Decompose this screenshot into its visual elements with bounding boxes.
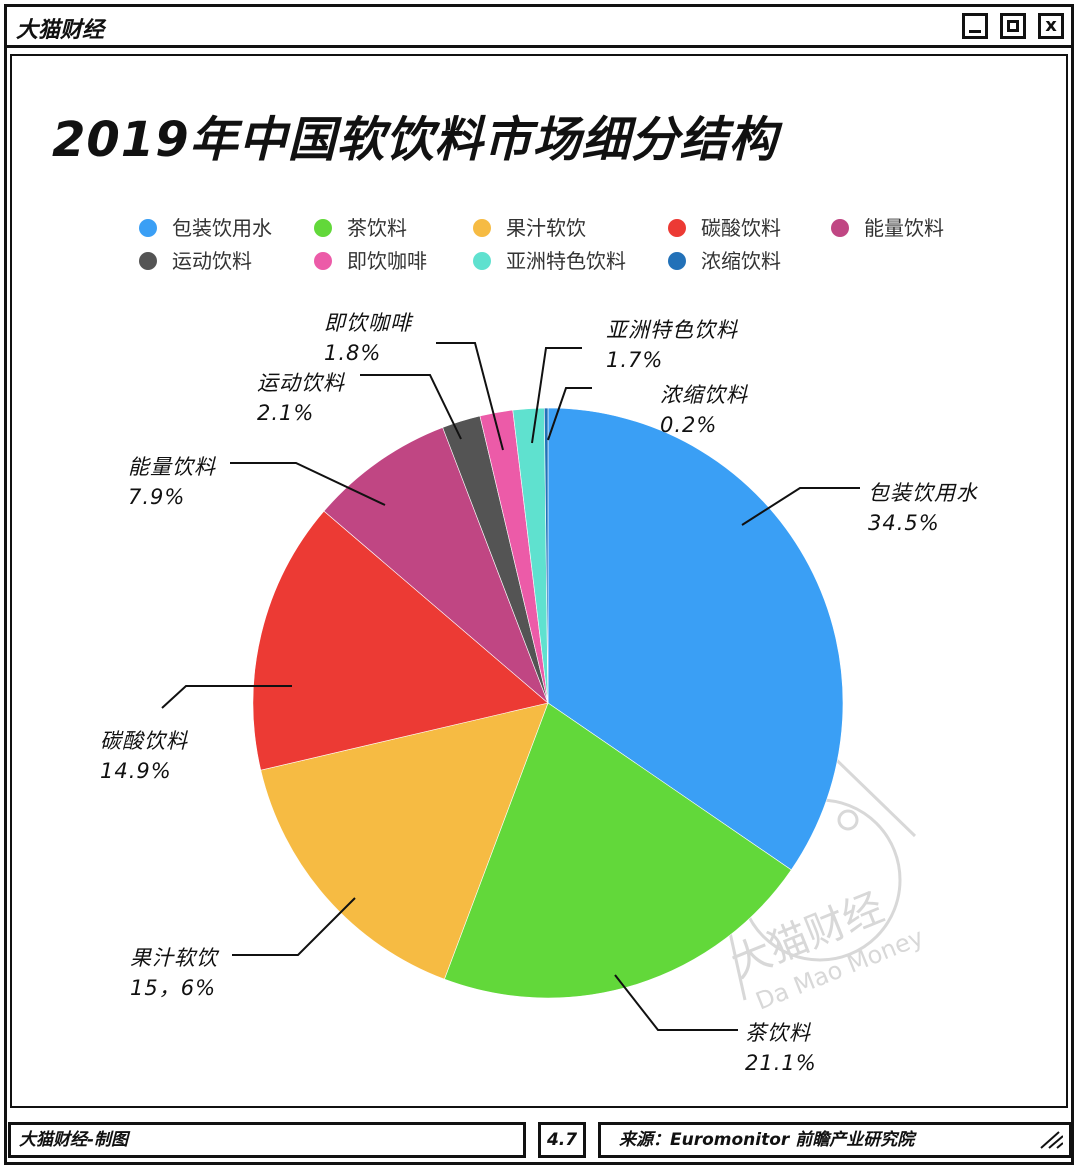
- callout-name: 运动饮料: [257, 371, 345, 395]
- app-title: 大猫财经: [16, 18, 105, 43]
- callout-name: 包装饮用水: [868, 481, 978, 505]
- callout-name: 能量饮料: [128, 455, 216, 479]
- callout-value: 15，6%: [130, 976, 216, 1000]
- chart-title: 2019年中国软饮料市场细分结构: [52, 112, 778, 168]
- callout-line: [161, 685, 292, 709]
- callout: 浓缩饮料 0.2%: [547, 383, 748, 441]
- pie-slice: [444, 702, 792, 999]
- callout: 茶饮料 21.1%: [614, 974, 817, 1075]
- legend-swatch: [314, 252, 332, 270]
- legend-swatch: [668, 252, 686, 270]
- legend-swatch: [139, 219, 157, 237]
- callout-name: 即饮咖啡: [324, 311, 414, 335]
- legend-swatch: [668, 219, 686, 237]
- legend-swatch: [314, 219, 332, 237]
- callout-name: 碳酸饮料: [100, 729, 188, 753]
- pie-slice: [547, 407, 844, 871]
- callout-value: 7.9%: [128, 485, 185, 509]
- callout: 碳酸饮料 14.9%: [100, 685, 292, 783]
- callout-value: 14.9%: [100, 759, 172, 783]
- callout: 亚洲特色饮料 1.7%: [531, 318, 738, 444]
- legend-label: 浓缩饮料: [701, 249, 781, 273]
- callout-line: [741, 487, 860, 526]
- minimize-button[interactable]: [962, 13, 988, 39]
- callout: 即饮咖啡 1.8%: [324, 311, 504, 451]
- pie-slice: [323, 427, 549, 704]
- legend-label: 包装饮用水: [172, 216, 272, 240]
- footer-source: 来源：Euromonitor 前瞻产业研究院: [598, 1122, 1072, 1158]
- callout-line: [547, 387, 592, 441]
- pie-callouts: 包装饮用水 34.5% 茶饮料 21.1% 果汁软饮 15，6% 碳酸饮料 14.9% 能量饮料…: [100, 311, 978, 1075]
- legend-label: 碳酸饮料: [701, 216, 781, 240]
- close-button[interactable]: x: [1038, 13, 1064, 39]
- callout-value: 1.8%: [324, 341, 381, 365]
- footer-date: 4.7: [538, 1122, 586, 1158]
- title-bar: 大猫财经 x: [4, 4, 1074, 48]
- legend-item: 茶饮料: [314, 216, 407, 240]
- legend-item: 亚洲特色饮料: [473, 249, 626, 273]
- legend-label: 果汁软饮: [506, 216, 586, 240]
- callout-line: [360, 374, 462, 440]
- callout-value: 0.2%: [660, 413, 717, 437]
- callout-name: 亚洲特色饮料: [606, 318, 738, 342]
- callout-name: 果汁软饮: [130, 946, 220, 970]
- legend-label: 茶饮料: [347, 216, 407, 240]
- pie-slices: [252, 407, 844, 999]
- callout-name: 茶饮料: [745, 1021, 811, 1045]
- legend-label: 即饮咖啡: [347, 249, 427, 273]
- callout-line: [531, 347, 582, 444]
- legend-item: 碳酸饮料: [668, 216, 781, 240]
- corner-stripes: [1040, 1131, 1063, 1149]
- callout: 包装饮用水 34.5%: [741, 481, 978, 535]
- callout-value: 21.1%: [745, 1051, 817, 1075]
- legend-item: 运动饮料: [139, 249, 252, 273]
- chart-panel: [10, 54, 1068, 1108]
- legend-item: 浓缩饮料: [668, 249, 781, 273]
- footer-credit: 大猫财经-制图: [8, 1122, 526, 1158]
- pie-slice: [260, 702, 549, 980]
- legend-swatch: [473, 252, 491, 270]
- callout: 能量饮料 7.9%: [128, 455, 386, 509]
- legend-item: 果汁软饮: [473, 216, 586, 240]
- maximize-button[interactable]: [1000, 13, 1026, 39]
- callout-line: [436, 342, 504, 451]
- callout-line: [230, 462, 386, 506]
- pie-slice: [252, 510, 549, 771]
- callout-name: 浓缩饮料: [660, 383, 748, 407]
- pie-slice: [543, 407, 549, 704]
- legend-label: 亚洲特色饮料: [506, 249, 626, 273]
- footer-source-text: 来源：Euromonitor 前瞻产业研究院: [619, 1130, 915, 1150]
- legend-swatch: [831, 219, 849, 237]
- callout: 运动饮料 2.1%: [257, 371, 462, 440]
- callout-line: [614, 974, 738, 1031]
- legend-item: 包装饮用水: [139, 216, 272, 240]
- callout-value: 34.5%: [868, 511, 940, 535]
- callout-line: [232, 897, 356, 956]
- legend-item: 即饮咖啡: [314, 249, 427, 273]
- callout: 果汁软饮 15，6%: [130, 897, 356, 1000]
- callout-value: 1.7%: [606, 348, 663, 372]
- legend-swatch: [473, 219, 491, 237]
- legend-swatch: [139, 252, 157, 270]
- legend-label: 能量饮料: [864, 216, 944, 240]
- legend-item: 能量饮料: [831, 216, 944, 240]
- legend-label: 运动饮料: [172, 249, 252, 273]
- callout-value: 2.1%: [257, 401, 314, 425]
- window-frame: [4, 4, 1074, 1165]
